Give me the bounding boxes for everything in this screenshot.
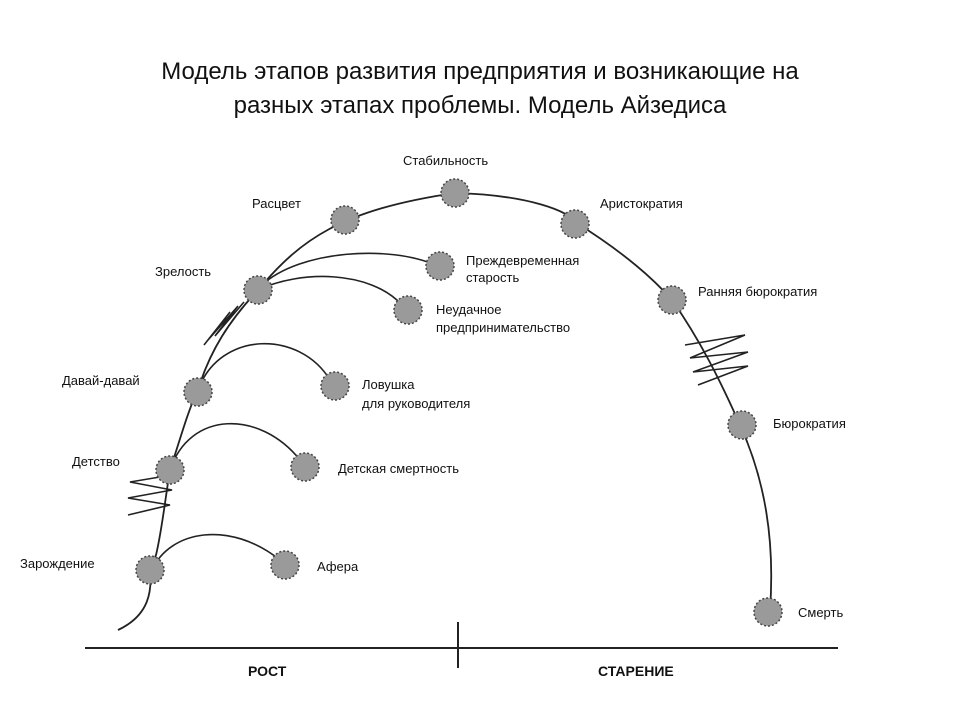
axis-label-aging: СТАРЕНИЕ: [598, 663, 674, 679]
node-zarozhdenie: [135, 555, 165, 585]
node-aristokratiya: [560, 209, 590, 239]
label-stabilnost: Стабильность: [403, 153, 488, 168]
node-afera: [270, 550, 300, 580]
zigzag-aging: [684, 334, 749, 386]
label-byurokratiya: Бюрократия: [773, 416, 846, 431]
label-rannyaya-byurokratiya: Ранняя бюрократия: [698, 284, 817, 299]
page-title: Модель этапов развития предприятия и воз…: [0, 55, 960, 123]
node-smert: [753, 597, 783, 627]
node-rannyaya-byurokratiya: [657, 285, 687, 315]
label-zrelost: Зрелость: [155, 264, 211, 279]
node-lovushka: [320, 371, 350, 401]
label-rascvet: Расцвет: [252, 196, 301, 211]
label-detskaya: Детская смертность: [338, 461, 459, 476]
label-prezhdevr-1: Преждевременная: [466, 253, 579, 268]
node-detskaya: [290, 452, 320, 482]
title-line-2: разных этапах проблемы. Модель Айзедиса: [233, 92, 727, 119]
label-detstvo: Детство: [72, 454, 120, 469]
label-aristokratiya: Аристократия: [600, 196, 683, 211]
zigzag-growth-2: [203, 301, 245, 346]
label-lovushka-2: для руководителя: [362, 396, 470, 411]
branch-detskaya: [169, 422, 301, 471]
label-nepredprin-1: Неудачное: [436, 302, 501, 317]
title-line-1: Модель этапов развития предприятия и воз…: [161, 58, 799, 85]
node-davai: [183, 377, 213, 407]
branch-nepredprin: [257, 275, 403, 306]
node-zrelost: [243, 275, 273, 305]
node-rascvet: [330, 205, 360, 235]
node-detstvo: [155, 455, 185, 485]
label-lovushka-1: Ловушка: [362, 377, 415, 392]
branch-lovushka: [197, 342, 331, 391]
axis-label-growth: РОСТ: [248, 663, 287, 679]
branch-afera: [151, 533, 281, 571]
label-zarozhdenie: Зарождение: [20, 556, 95, 571]
label-nepredprin-2: предпринимательство: [436, 320, 570, 335]
node-byurokratiya: [727, 410, 757, 440]
label-davai: Давай-давай: [62, 373, 140, 388]
node-prezhdevr: [425, 251, 455, 281]
zigzag-growth-1: [127, 474, 173, 516]
node-nepredprin: [393, 295, 423, 325]
label-prezhdevr-2: старость: [466, 270, 519, 285]
label-afera: Афера: [317, 559, 359, 574]
branch-prezhdevr: [261, 252, 436, 286]
node-stabilnost: [440, 178, 470, 208]
label-smert: Смерть: [798, 605, 843, 620]
